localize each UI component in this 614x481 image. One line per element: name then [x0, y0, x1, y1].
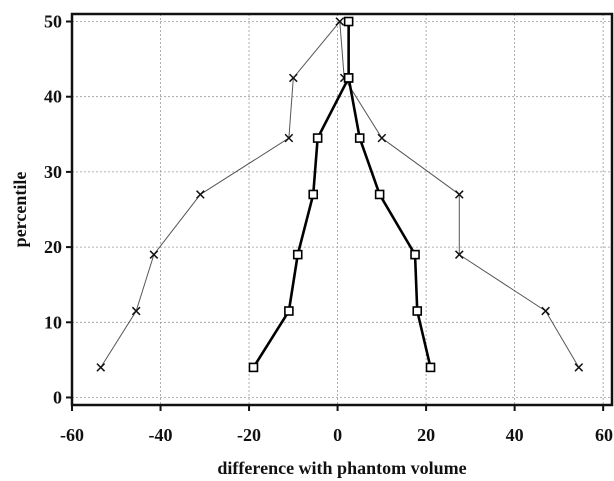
- data-point-cross: [96, 363, 106, 372]
- x-tick-label: -20: [237, 425, 261, 445]
- x-tick-label: 40: [506, 425, 524, 445]
- data-point-square: [292, 249, 303, 260]
- data-point-square: [343, 73, 354, 83]
- data-point-cross: [454, 190, 464, 199]
- x-tick-label: -60: [60, 425, 84, 445]
- data-point-cross: [196, 190, 205, 199]
- x-tick-label: 0: [333, 425, 342, 445]
- series-1-line: [100, 21, 580, 368]
- data-point-square: [412, 306, 423, 316]
- data-point-cross: [377, 133, 387, 143]
- x-axis-ticks: -60 -40 -20 0 20 40 60: [60, 405, 613, 445]
- x-tick-label: 60: [595, 425, 613, 445]
- y-tick-label: 20: [44, 237, 62, 257]
- data-point-square: [354, 133, 365, 143]
- x-axis-title: difference with phantom volume: [217, 458, 466, 478]
- data-point-cross: [335, 17, 345, 26]
- y-tick-label: 10: [44, 312, 62, 332]
- data-point-square: [425, 362, 436, 373]
- series-layer: [96, 16, 584, 373]
- y-tick-label: 0: [53, 387, 62, 407]
- data-point-square: [343, 16, 354, 27]
- y-axis-ticks: 0 10 20 30 40 50: [44, 12, 72, 407]
- data-point-square: [248, 362, 259, 373]
- plot-frame: [70, 12, 614, 407]
- grid: [71, 14, 612, 405]
- data-point-cross: [574, 363, 584, 372]
- data-point-cross: [149, 250, 159, 259]
- data-point-cross: [541, 306, 550, 316]
- x-tick-label: -40: [149, 425, 173, 445]
- y-tick-label: 40: [44, 87, 62, 107]
- data-point-square: [374, 189, 385, 200]
- data-point-square: [312, 133, 323, 143]
- data-point-cross: [288, 73, 298, 83]
- x-tick-label: 20: [417, 425, 435, 445]
- data-point-square: [284, 306, 294, 316]
- series-2: [248, 16, 436, 373]
- data-point-cross: [131, 306, 141, 316]
- data-point-square: [308, 189, 319, 200]
- y-tick-label: 30: [44, 162, 62, 182]
- series-2-line: [252, 20, 432, 369]
- data-point-cross: [454, 250, 464, 259]
- data-point-cross: [284, 133, 294, 143]
- series-1: [96, 17, 584, 372]
- y-axis-title: percentile: [10, 172, 30, 248]
- y-tick-label: 50: [44, 12, 62, 32]
- data-point-square: [410, 249, 420, 260]
